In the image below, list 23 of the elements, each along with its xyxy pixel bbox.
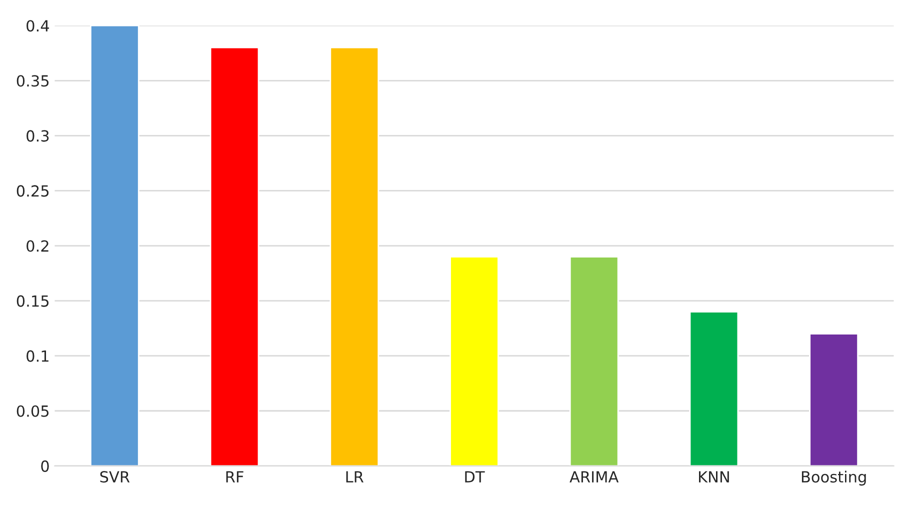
y-tick-label: 0.3: [26, 130, 49, 142]
y-tick-label: 0.2: [26, 240, 48, 252]
bar: [90, 24, 140, 467]
x-tick-label: SVR: [100, 471, 130, 483]
x-tick-label: ARIMA: [570, 471, 619, 482]
bar: [210, 46, 260, 467]
x-tick-label: LR: [346, 471, 364, 482]
y-tick-label: 0.1: [26, 350, 48, 362]
y-tick-label: 0.05: [16, 405, 49, 417]
x-tick-label: RF: [226, 471, 244, 482]
x-tick-label: KNN: [699, 471, 729, 482]
y-tick-label: 0.35: [16, 75, 49, 87]
y-tick-label: 0: [41, 460, 49, 472]
bar: [569, 256, 619, 467]
bar: [689, 311, 739, 467]
y-tick-label: 0.15: [16, 295, 49, 307]
bar: [330, 46, 380, 467]
bar: [450, 256, 499, 467]
bar: [809, 333, 858, 467]
x-tick-label: DT: [465, 471, 485, 482]
y-tick-label: 0.25: [16, 185, 49, 197]
y-tick-label: 0.4: [26, 20, 50, 32]
x-tick-label: Boosting: [802, 470, 866, 486]
